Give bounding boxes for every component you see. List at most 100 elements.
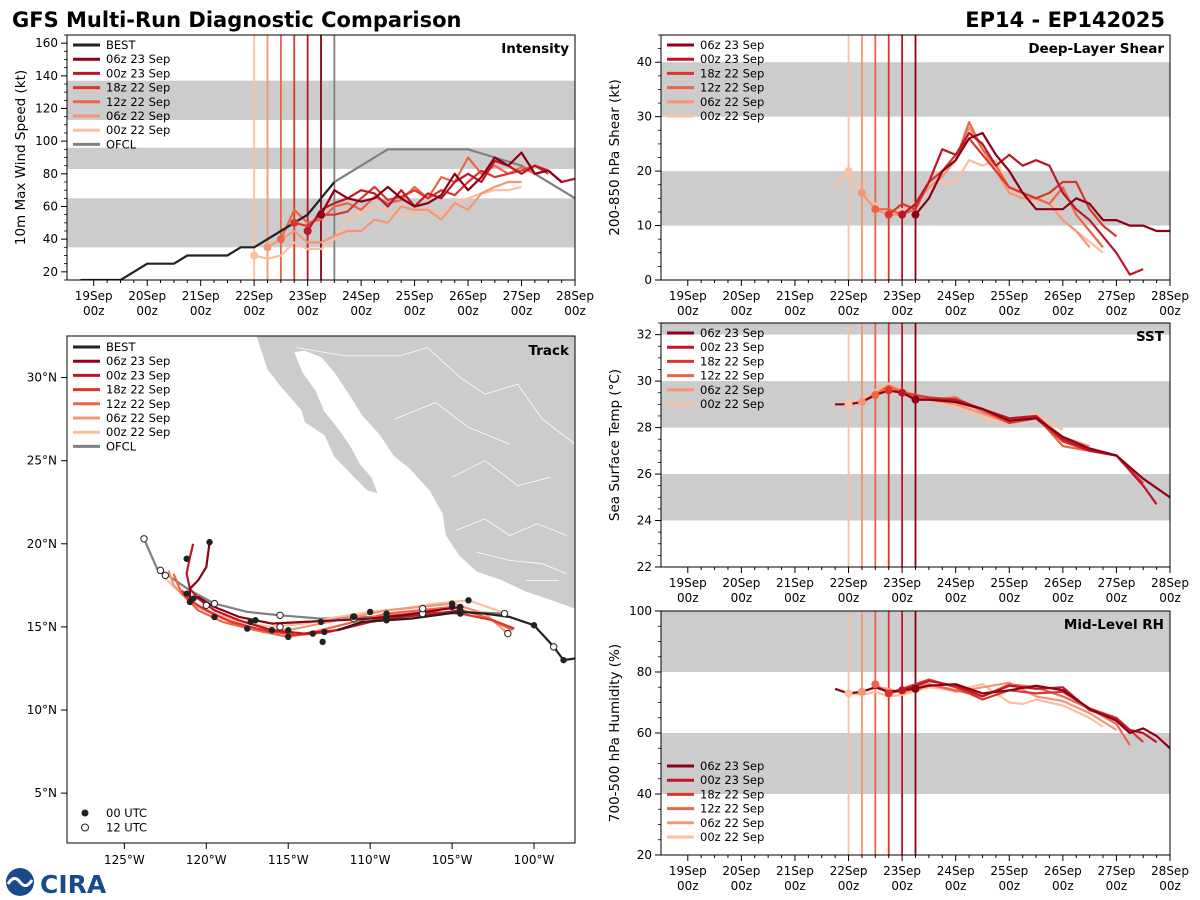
init-point-marker (898, 210, 907, 219)
track-point-00utc (560, 656, 567, 664)
x-tick-label: 00z (891, 304, 913, 318)
x-tick-label: 00z (1106, 304, 1128, 318)
x-tick-label: 24Sep (342, 289, 380, 303)
marker-legend-00utc-icon (81, 809, 89, 817)
x-tick-label: 19Sep (669, 576, 707, 590)
state-border (296, 347, 575, 445)
init-point-marker (911, 210, 920, 219)
legend-label: 06z 22 Sep (106, 109, 170, 123)
x-tick-label: 00z (838, 304, 860, 318)
init-point-marker (844, 689, 853, 698)
legend-label: 00z 22 Sep (106, 123, 170, 137)
legend-label: BEST (106, 340, 136, 354)
series-line (266, 180, 522, 249)
track-point-00utc (186, 598, 194, 606)
y-tick-label: 40 (637, 787, 652, 801)
x-tick-label: 00z (1159, 879, 1181, 893)
x-tick-label: 25Sep (396, 289, 434, 303)
x-tick-label: 00z (731, 591, 753, 605)
x-tick-label: 26Sep (1044, 864, 1082, 878)
lon-tick-label: 115°W (268, 853, 309, 867)
x-tick-label: 00z (1159, 304, 1181, 318)
track-point-12utc (140, 535, 148, 543)
init-point-marker (317, 210, 325, 219)
x-tick-label: 00z (998, 591, 1020, 605)
y-tick-label: 100 (35, 134, 58, 148)
x-tick-label: 00z (297, 304, 319, 318)
x-tick-label: 19Sep (669, 864, 707, 878)
x-tick-label: 21Sep (776, 289, 814, 303)
track-point-00utc (252, 617, 259, 624)
y-tick-label: 28 (637, 421, 652, 435)
lat-tick-label: 5°N (34, 786, 57, 800)
legend-label: 06z 23 Sep (700, 326, 764, 340)
track-point-00utc (244, 625, 251, 632)
legend-label: 00z 22 Sep (700, 397, 764, 411)
state-border (476, 551, 567, 575)
track-point-00utc (457, 608, 464, 616)
legend-label: 00z 22 Sep (700, 109, 764, 123)
init-point-marker (290, 218, 299, 227)
track-point-12utc (418, 604, 427, 613)
legend-label: 06z 22 Sep (700, 383, 764, 397)
init-point-marker (844, 400, 853, 409)
x-tick-label: 27Sep (1097, 576, 1135, 590)
marker-legend-label: 00 UTC (106, 806, 147, 820)
shear-panel: 19Sep00z20Sep00z21Sep00z22Sep00z23Sep00z… (607, 34, 1189, 318)
series-line (294, 164, 549, 228)
x-tick-label: 27Sep (503, 289, 541, 303)
track-point-00utc (317, 618, 325, 626)
legend-label: 06z 23 Sep (700, 38, 764, 52)
marker-legend-12utc-icon (81, 823, 89, 832)
series-line (333, 148, 575, 200)
track-point-00utc (183, 555, 190, 562)
x-tick-label: 21Sep (776, 576, 814, 590)
track-point-12utc (276, 611, 284, 619)
lat-tick-label: 10°N (27, 703, 57, 717)
x-tick-label: 00z (784, 304, 806, 318)
legend-label: OFCL (106, 439, 137, 453)
x-tick-label: 00z (891, 879, 913, 893)
track-point-00utc (350, 613, 357, 621)
panel-title: SST (1136, 329, 1165, 345)
legend-label: 18z 22 Sep (106, 383, 170, 397)
x-tick-label: 22Sep (830, 289, 868, 303)
legend-label: 12z 22 Sep (106, 95, 170, 109)
lat-tick-label: 15°N (27, 620, 57, 634)
series-line (835, 389, 1170, 499)
track-plot-area (140, 336, 575, 664)
x-tick-label: 28Sep (1151, 864, 1189, 878)
init-point-marker (871, 205, 880, 214)
track-panel: 125°W 120°W 115°W 110°W 105°W 100°W 5°N 10°N 15°… (27, 335, 576, 867)
track-point-00utc (206, 538, 213, 546)
track-point-12utc (161, 571, 170, 580)
track-point-00utc (285, 633, 292, 641)
x-tick-label: 00z (838, 591, 860, 605)
init-point-marker (857, 188, 866, 197)
legend-label: 18z 22 Sep (700, 354, 764, 368)
x-tick-label: 00z (1106, 879, 1128, 893)
y-tick-label: 80 (43, 167, 58, 181)
x-tick-label: 25Sep (990, 576, 1028, 590)
track-point-12utc (276, 623, 284, 631)
init-point-marker (871, 680, 880, 689)
legend-label: 00z 23 Sep (700, 52, 764, 66)
x-tick-label: 00z (350, 304, 372, 318)
x-tick-label: 00z (457, 304, 479, 318)
y-tick-label: 20 (43, 265, 58, 279)
legend-label: 06z 22 Sep (106, 411, 170, 425)
init-point-marker (303, 227, 312, 235)
shear-plot-area (661, 35, 1170, 280)
x-tick-label: 20Sep (722, 576, 760, 590)
x-tick-label: 22Sep (235, 289, 273, 303)
y-tick-label: 20 (637, 848, 652, 862)
track-point-12utc (504, 629, 512, 638)
x-tick-label: 21Sep (776, 864, 814, 878)
legend-label: 00z 23 Sep (106, 368, 170, 382)
track-point-00utc (309, 630, 317, 637)
track-point-00utc (457, 603, 464, 611)
noaa-wave-icon (6, 877, 34, 887)
x-tick-label: 00z (1159, 591, 1181, 605)
x-tick-label: 28Sep (1151, 576, 1189, 590)
rh-plot-area (661, 611, 1170, 855)
